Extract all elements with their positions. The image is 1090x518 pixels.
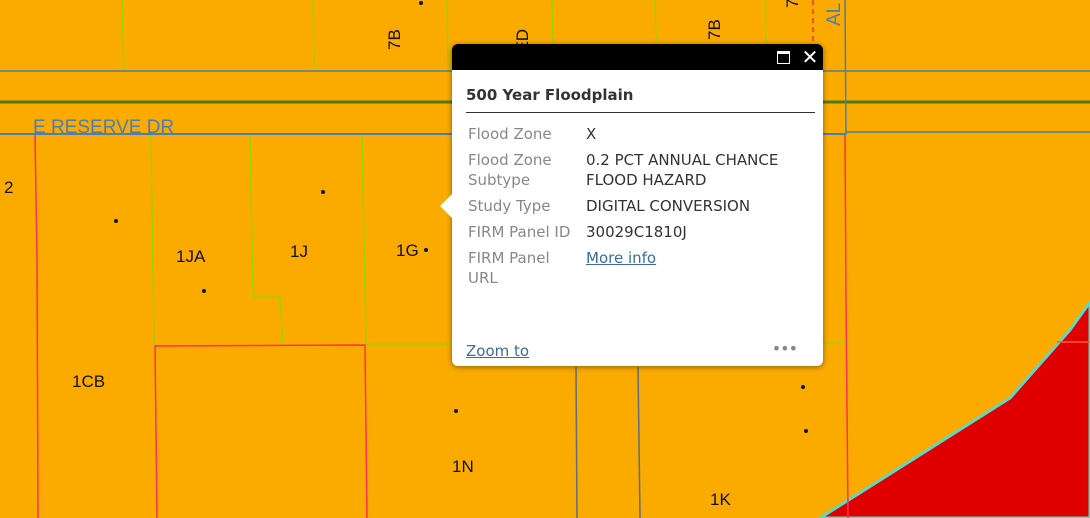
popup-header: ✕ <box>452 44 823 70</box>
parcel-label: 1N <box>452 457 474 476</box>
field-label: FIRM Panel ID <box>468 223 571 241</box>
parcel-label: 2 <box>4 178 13 197</box>
table-row: Flood Zone Subtype 0.2 PCT ANNUAL CHANCE … <box>464 147 823 193</box>
parcel-label: 1G <box>396 241 419 260</box>
field-label: Flood Zone <box>468 125 552 143</box>
table-row: Flood Zone X <box>464 121 823 147</box>
parcel-label: 1K <box>710 490 731 509</box>
parcel-label: 1J <box>290 242 308 261</box>
feature-popup: ✕ 500 Year Floodplain Flood Zone X Flood … <box>440 44 823 366</box>
road-label: E RESERVE DR <box>33 117 174 138</box>
more-actions-icon[interactable]: ••• <box>771 339 798 358</box>
table-row: FIRM Panel URL More info <box>464 245 823 291</box>
road-label: AL <box>824 3 845 26</box>
parcel-label: 1CB <box>72 372 105 391</box>
parcel-label: 1JA <box>176 247 206 266</box>
floodplain-100yr-area <box>817 299 1090 518</box>
field-label: FIRM Panel URL <box>468 249 550 287</box>
map-label: 7B <box>385 29 404 50</box>
field-label: Study Type <box>468 197 551 215</box>
zoom-to-link[interactable]: Zoom to <box>466 342 530 360</box>
field-value: X <box>586 125 597 143</box>
field-value: 0.2 PCT ANNUAL CHANCE FLOOD HAZARD <box>586 151 779 189</box>
field-value: DIGITAL CONVERSION <box>586 197 751 215</box>
field-label: Flood Zone Subtype <box>468 151 552 189</box>
map-label: 7B <box>705 19 724 40</box>
map-label: 7 <box>783 0 802 8</box>
table-row: FIRM Panel ID 30029C1810J <box>464 219 823 245</box>
parcel-points <box>114 1 808 433</box>
field-value: 30029C1810J <box>586 223 687 241</box>
maximize-icon[interactable] <box>775 48 793 66</box>
table-row: Study Type DIGITAL CONVERSION <box>464 193 823 219</box>
popup-pointer <box>440 194 452 218</box>
popup-title: 500 Year Floodplain <box>466 86 815 113</box>
close-icon[interactable]: ✕ <box>801 45 819 69</box>
more-info-link[interactable]: More info <box>586 249 657 267</box>
attribute-table: Flood Zone X Flood Zone Subtype 0.2 PCT AN… <box>464 121 823 291</box>
